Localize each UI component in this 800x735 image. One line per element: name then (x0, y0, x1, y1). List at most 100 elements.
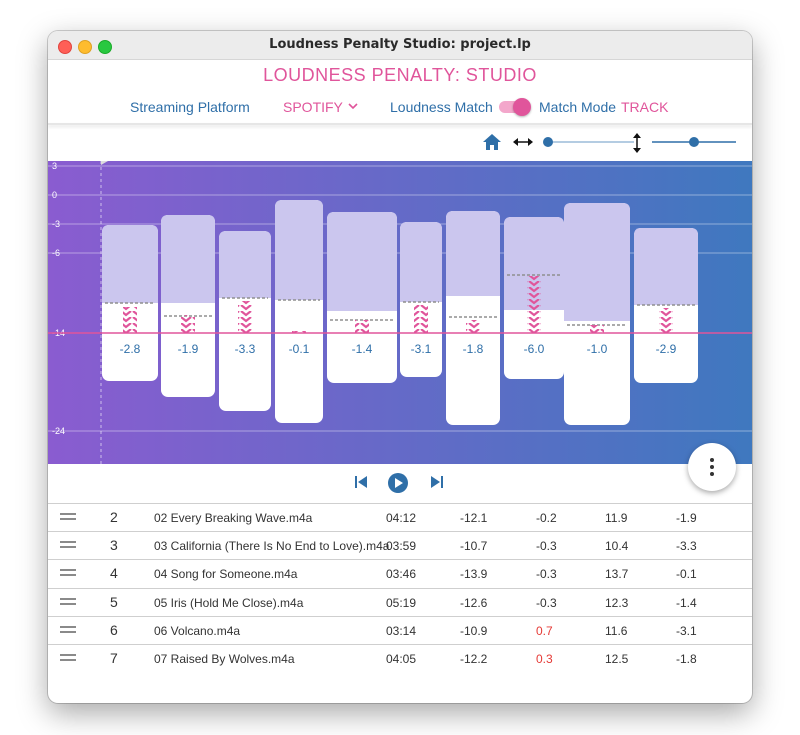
maximize-window-button[interactable] (98, 40, 112, 54)
platform-label: Streaming Platform (130, 99, 250, 115)
track-index: 5 (110, 593, 118, 610)
track-name: 02 Every Breaking Wave.m4a (154, 511, 313, 525)
close-window-button[interactable] (58, 40, 72, 54)
penalty-chevron-icon (659, 308, 673, 333)
track-penalty: -1.8 (676, 652, 697, 666)
track-duration: 03:59 (386, 539, 417, 554)
track-duration: 04:05 (386, 652, 417, 666)
track-penalty: -0.1 (676, 567, 697, 582)
platform-dropdown[interactable]: SPOTIFY (283, 99, 343, 115)
skip-back-icon[interactable] (353, 474, 369, 490)
playhead-marker[interactable] (101, 161, 108, 165)
penalty-value-label: -2.8 (120, 342, 141, 356)
match-mode-label: Match Mode (539, 99, 617, 115)
penalty-value-label: -0.1 (289, 342, 310, 356)
penalty-chevron-icon (123, 307, 137, 333)
track-name: 06 Volcano.m4a (154, 623, 241, 638)
track-plr: 12.5 (605, 652, 629, 666)
table-row[interactable]: 5 05 Iris (Hold Me Close).m4a 05:19 -12.6 -0… (48, 587, 752, 617)
y-tick-label: -3 (52, 219, 60, 229)
penalty-chevron-icon (414, 305, 428, 333)
app-window: Loudness Penalty Studio: project.lp LOUD… (48, 31, 752, 703)
track-plr: 12.3 (605, 595, 629, 610)
horizontal-zoom-slider[interactable] (540, 135, 636, 149)
drag-handle-icon[interactable] (60, 569, 76, 577)
track-lufs: -13.9 (460, 567, 488, 582)
window-title: Loudness Penalty Studio: project.lp (269, 37, 531, 52)
chevron-down-icon[interactable] (346, 101, 360, 111)
track-bar[interactable] (327, 212, 397, 383)
home-icon[interactable] (482, 133, 502, 151)
table-row[interactable]: 6 06 Volcano.m4a 03:14 -10.9 0.7 11.6 -3.1 (48, 615, 752, 645)
track-index: 6 (110, 621, 118, 638)
table-row[interactable]: 4 04 Song for Someone.m4a 03:46 -13.9 -0.3 13… (48, 559, 752, 588)
track-duration: 05:19 (386, 595, 417, 610)
play-icon[interactable] (387, 472, 409, 494)
track-bar[interactable] (275, 200, 323, 423)
loudness-chart[interactable]: 30-3-6-14-24 -2.8 -1.9 -3.3 -0.1 -1.4 -3.1 -1.… (48, 161, 752, 464)
track-bar[interactable] (161, 215, 215, 397)
track-lufs: -10.7 (460, 539, 488, 554)
track-bar[interactable] (400, 222, 442, 377)
penalty-chevron-icon (527, 276, 541, 333)
y-tick-label: -6 (52, 248, 60, 258)
track-name: 07 Raised By Wolves.m4a (154, 652, 295, 666)
horizontal-arrows-icon (513, 138, 533, 146)
more-vertical-icon (710, 458, 714, 462)
track-peak: -0.3 (536, 595, 557, 610)
penalty-chevron-icon (590, 325, 604, 333)
track-bar[interactable] (504, 217, 564, 379)
minimize-window-button[interactable] (78, 40, 92, 54)
track-peak: -0.2 (536, 511, 557, 525)
track-bar[interactable] (446, 211, 500, 425)
track-peak: -0.3 (536, 567, 557, 582)
track-penalty: -1.4 (676, 595, 697, 610)
track-lufs: -12.2 (460, 652, 488, 666)
title-bar: Loudness Penalty Studio: project.lp (48, 31, 752, 60)
penalty-chevron-icon (292, 331, 306, 333)
y-tick-label: 3 (52, 161, 57, 171)
app-title: LOUDNESS PENALTY: STUDIO (263, 65, 537, 85)
y-tick-label: -24 (52, 426, 65, 436)
track-name: 04 Song for Someone.m4a (154, 567, 298, 582)
penalty-value-label: -2.9 (656, 342, 677, 356)
drag-handle-icon[interactable] (60, 625, 76, 634)
track-plr: 13.7 (605, 567, 629, 582)
track-peak: 0.7 (536, 623, 553, 638)
track-name: 05 Iris (Hold Me Close).m4a (154, 595, 304, 610)
table-row[interactable]: 2 02 Every Breaking Wave.m4a 04:12 -12.1 -0.… (48, 503, 752, 532)
loudness-match-toggle[interactable] (499, 98, 531, 116)
track-bar[interactable] (219, 231, 271, 411)
drag-handle-icon[interactable] (60, 513, 76, 521)
y-tick-label: 0 (52, 190, 57, 200)
track-duration: 03:14 (386, 623, 417, 638)
track-index: 4 (110, 565, 118, 582)
table-row[interactable]: 3 03 California (There Is No End to Love)… (48, 531, 752, 560)
vertical-zoom-slider[interactable] (648, 135, 738, 149)
track-lufs: -12.1 (460, 511, 488, 525)
penalty-chevron-icon (466, 320, 480, 333)
more-options-button[interactable] (688, 443, 736, 491)
drag-handle-icon[interactable] (60, 654, 76, 662)
track-lufs: -10.9 (460, 623, 488, 638)
skip-forward-icon[interactable] (429, 474, 445, 490)
penalty-value-label: -1.4 (352, 342, 373, 356)
track-peak: 0.3 (536, 652, 553, 666)
track-bar[interactable] (102, 225, 158, 381)
penalty-chevron-icon (355, 320, 369, 333)
track-bar[interactable] (634, 228, 698, 383)
penalty-value-label: -3.1 (411, 342, 432, 356)
vertical-arrows-icon (633, 133, 641, 153)
track-duration: 04:12 (386, 511, 417, 525)
match-mode-value[interactable]: TRACK (621, 99, 669, 115)
drag-handle-icon[interactable] (60, 597, 76, 606)
table-row[interactable]: 7 07 Raised By Wolves.m4a 04:05 -12.2 0.3 12.… (48, 644, 752, 673)
track-peak: -0.3 (536, 539, 557, 554)
penalty-value-label: -1.8 (463, 342, 484, 356)
track-bar[interactable] (564, 203, 630, 425)
drag-handle-icon[interactable] (60, 541, 76, 549)
track-plr: 11.9 (605, 511, 628, 525)
penalty-value-label: -6.0 (524, 342, 545, 356)
track-penalty: -3.3 (676, 539, 697, 554)
penalty-value-label: -1.0 (587, 342, 608, 356)
